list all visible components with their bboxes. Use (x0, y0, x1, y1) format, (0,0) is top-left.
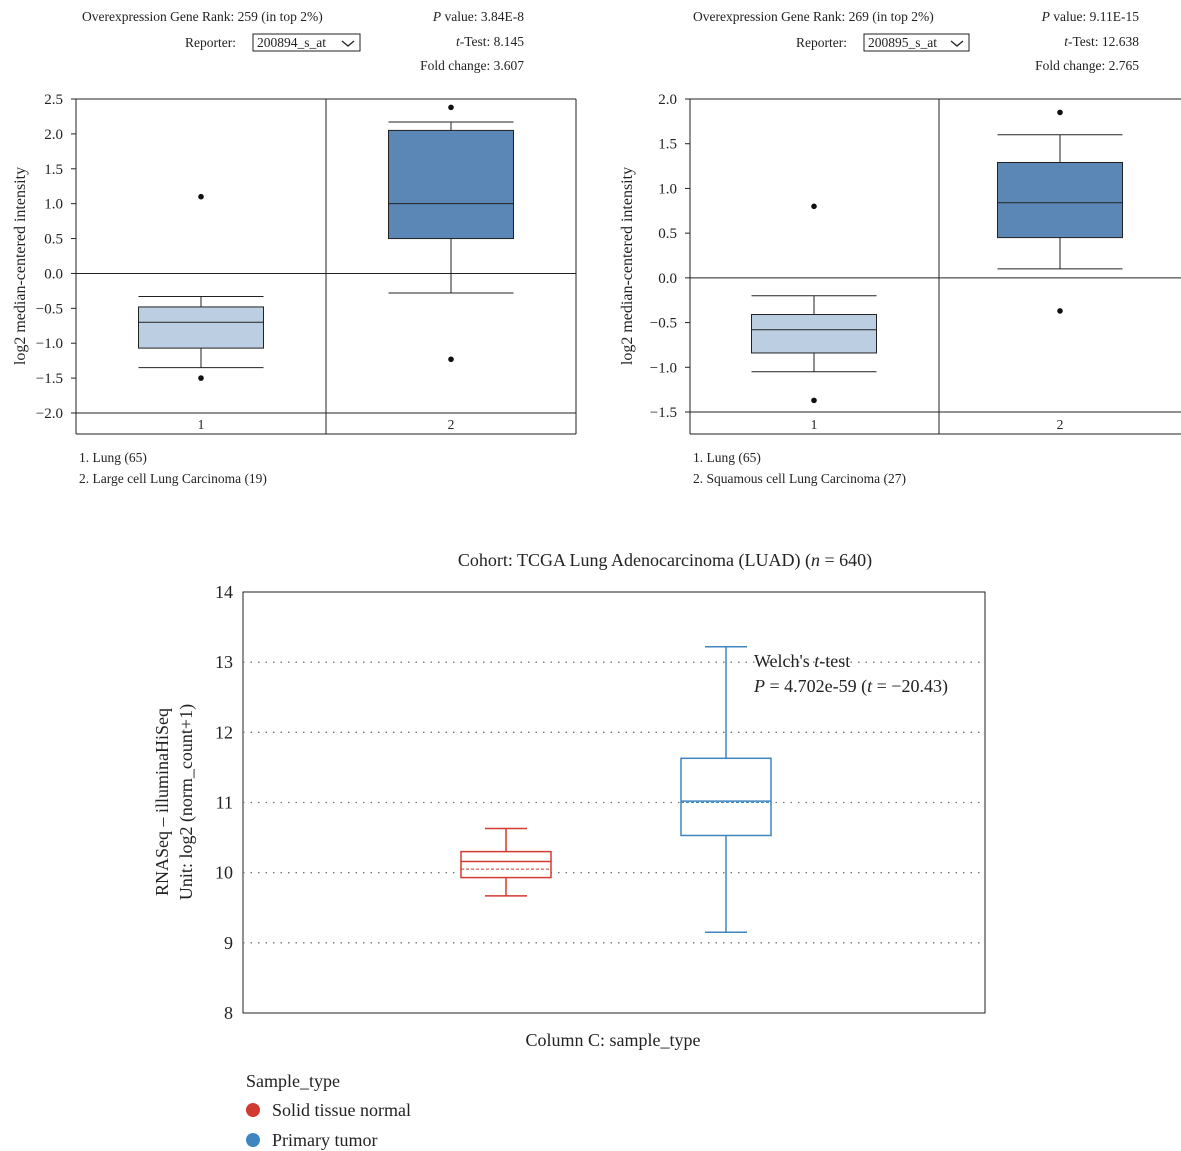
y-tick-label: 0.0 (44, 266, 63, 282)
outlier-point (1057, 109, 1063, 116)
y-tick-label: −2.0 (36, 406, 63, 422)
cohort-boxplot: 8 9 10 11 12 13 14 (215, 582, 986, 1023)
category-label: 2 (1057, 417, 1064, 432)
panel2-rank-text: Overexpression Gene Rank: 269 (in top 2%… (693, 9, 934, 24)
panel1-reporter-select[interactable]: 200894_s_at (252, 33, 361, 52)
outlier-point (811, 397, 817, 404)
panel1-legend-1: 1. Lung (65) (79, 450, 147, 465)
y-tick-label: −1.0 (650, 360, 677, 376)
outlier-point (1057, 308, 1063, 314)
panel1-reporter-box[interactable] (252, 33, 361, 52)
outlier-point (198, 193, 204, 200)
outlier-point (198, 375, 204, 381)
chevron-down-icon (950, 40, 964, 47)
y-tick-label: 1.0 (44, 197, 63, 213)
chevron-down-icon (341, 40, 355, 47)
legend-label-primary-tumor: Primary tumor (272, 1130, 378, 1150)
panel2-boxplot: −1.5 −1.0 −0.5 0.0 0.5 1.0 1.5 2.0 1 2 (650, 92, 1181, 435)
panel1-p-value: P value: 3.84E-8 (432, 9, 524, 24)
y-tick-label: 1.5 (658, 137, 677, 153)
panel1-legend-2: 2. Large cell Lung Carcinoma (19) (79, 471, 267, 486)
panel1-reporter-label: Reporter: (185, 35, 236, 50)
y-tick-label: 12 (215, 722, 233, 742)
y-tick-label: 1.5 (44, 162, 63, 178)
welch-test-line1: Welch's t-test (754, 651, 850, 671)
panel2-reporter-value: 200895_s_at (868, 35, 937, 50)
panel2-y-label: log2 median-centered intensity (619, 167, 636, 365)
y-tick-label: 14 (215, 582, 233, 602)
cohort-y-label-line2: Unit: log2 (norm_count+1) (176, 704, 197, 900)
panel2-legend-2: 2. Squamous cell Lung Carcinoma (27) (693, 471, 906, 486)
panel1-header: Overexpression Gene Rank: 259 (in top 2%… (82, 9, 524, 73)
panel2-reporter-box[interactable] (863, 33, 970, 52)
y-tick-label: 11 (216, 793, 233, 813)
panel2-reporter-label: Reporter: (796, 35, 847, 50)
y-tick-label: −1.0 (36, 336, 63, 352)
panel1-boxplot: −2.0 −1.5 −1.0 −0.5 0.0 0.5 1.0 1.5 2.0 2.5 1 2 (36, 92, 577, 435)
box-iqr (388, 129, 514, 240)
panel1-reporter-value: 200894_s_at (257, 35, 326, 50)
cohort-x-label: Column C: sample_type (526, 1030, 701, 1050)
outlier-point (448, 356, 454, 363)
y-tick-label: −1.5 (36, 371, 63, 387)
box-iqr (751, 314, 877, 354)
box-iqr (680, 757, 772, 837)
panel2-p-value: P value: 9.11E-15 (1041, 9, 1140, 24)
cohort-legend-title: Sample_type (246, 1071, 340, 1091)
cohort-y-label-line1: RNASeq – illuminaHiSeq (152, 708, 172, 896)
category-label: 1 (811, 417, 818, 432)
panel2-fold-change: Fold change: 2.765 (1035, 58, 1139, 73)
legend-label-solid-tissue-normal: Solid tissue normal (272, 1100, 411, 1120)
y-tick-label: 13 (215, 652, 233, 672)
y-tick-label: −0.5 (36, 301, 63, 317)
y-tick-label: 9 (224, 933, 233, 953)
panel1-fold-change: Fold change: 3.607 (420, 58, 524, 73)
outlier-point (448, 104, 454, 111)
category-label: 1 (198, 417, 205, 432)
panel1-t-test: t-Test: 8.145 (456, 34, 524, 49)
welch-test-line2: P = 4.702e-59 (t = −20.43) (753, 676, 948, 697)
y-tick-label: −1.5 (650, 405, 677, 421)
cohort-title: Cohort: TCGA Lung Adenocarcinoma (LUAD) … (458, 550, 872, 571)
cohort-legend: Sample_type Solid tissue normal Primary … (246, 1071, 411, 1150)
y-tick-label: 0.5 (658, 226, 677, 242)
box-iqr (460, 850, 552, 879)
panel1-y-label: log2 median-centered intensity (12, 167, 29, 365)
legend-dot-primary-tumor (246, 1133, 260, 1147)
category-label: 2 (448, 417, 455, 432)
panel2-reporter-select[interactable]: 200895_s_at (863, 33, 970, 52)
panel2-legend-1: 1. Lung (65) (693, 450, 761, 465)
y-tick-label: 0.5 (44, 232, 63, 248)
y-tick-label: 10 (215, 863, 233, 883)
y-tick-label: 2.0 (658, 92, 677, 108)
outlier-point (811, 203, 817, 210)
legend-dot-solid-tissue-normal (246, 1103, 260, 1117)
y-tick-label: 2.5 (44, 92, 63, 108)
box-iqr (997, 161, 1123, 239)
box-iqr (138, 306, 264, 349)
y-tick-label: −0.5 (650, 316, 677, 332)
y-tick-label: 8 (224, 1003, 233, 1023)
panel1-rank-text: Overexpression Gene Rank: 259 (in top 2%… (82, 9, 323, 24)
panel2-header: Overexpression Gene Rank: 269 (in top 2%… (693, 9, 1139, 73)
y-tick-label: 0.0 (658, 271, 677, 287)
panel2-t-test: t-Test: 12.638 (1064, 34, 1139, 49)
y-tick-label: 1.0 (658, 181, 677, 197)
y-tick-label: 2.0 (44, 127, 63, 143)
